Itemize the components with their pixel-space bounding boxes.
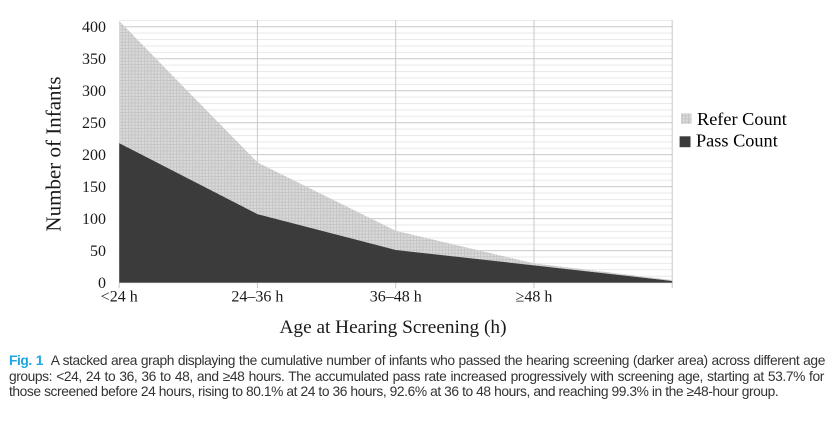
svg-text:300: 300 (82, 83, 106, 100)
svg-text:24–36 h: 24–36 h (231, 289, 283, 306)
svg-text:≥48 h: ≥48 h (516, 289, 553, 306)
svg-text:Number of Infants: Number of Infants (42, 76, 66, 231)
svg-text:Refer Count: Refer Count (697, 109, 787, 129)
svg-text:36–48 h: 36–48 h (370, 289, 422, 306)
svg-text:<24 h: <24 h (101, 289, 138, 306)
svg-text:Age at Hearing Screening (h): Age at Hearing Screening (h) (280, 317, 507, 338)
svg-text:150: 150 (82, 179, 106, 196)
svg-text:Pass Count: Pass Count (696, 131, 778, 151)
svg-text:100: 100 (82, 211, 106, 228)
svg-text:50: 50 (90, 243, 106, 260)
svg-text:250: 250 (82, 115, 106, 132)
svg-text:0: 0 (98, 275, 106, 292)
svg-text:200: 200 (82, 147, 106, 164)
svg-text:400: 400 (82, 19, 106, 36)
svg-text:350: 350 (82, 51, 106, 68)
